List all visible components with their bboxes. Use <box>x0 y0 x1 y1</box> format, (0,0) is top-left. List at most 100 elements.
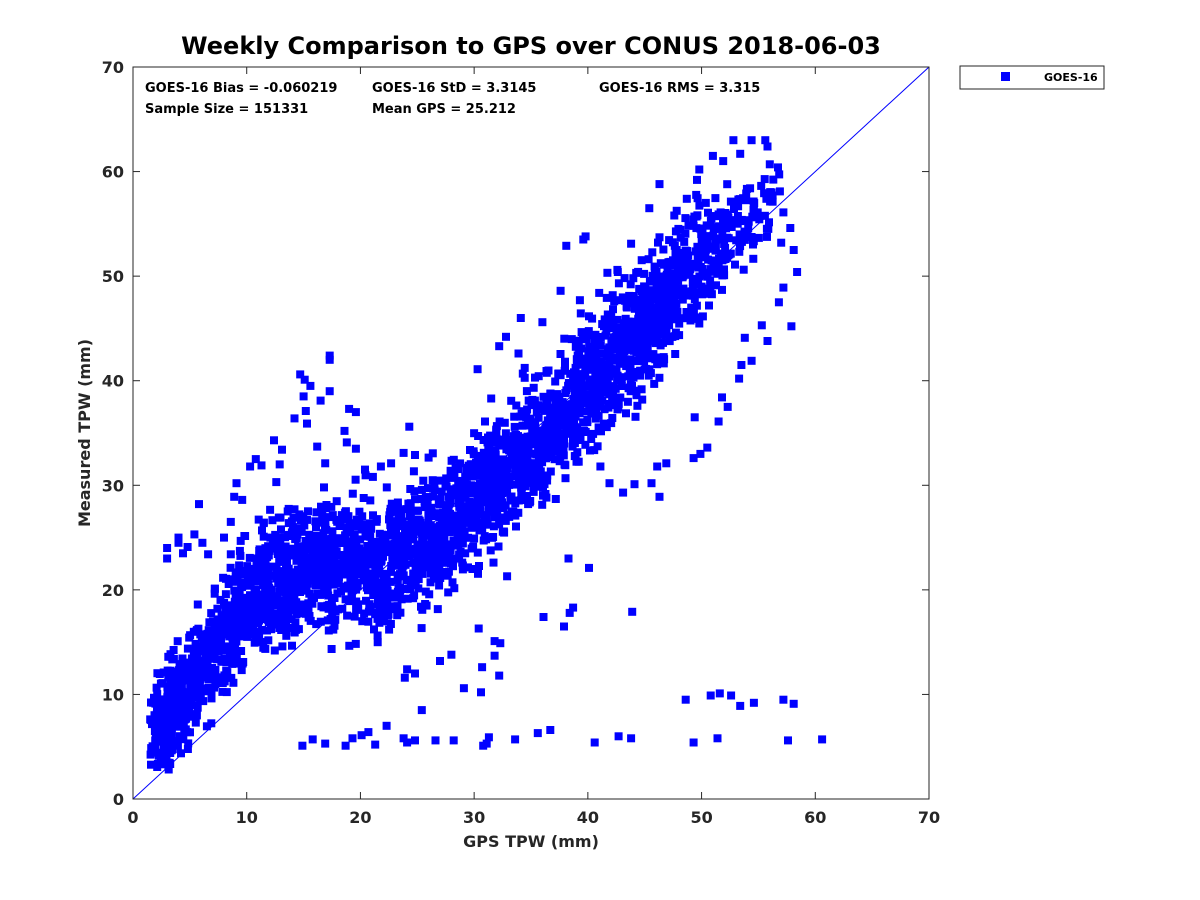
data-point <box>375 529 384 538</box>
data-point <box>526 421 534 430</box>
data-point <box>544 421 553 430</box>
data-point <box>368 545 377 554</box>
data-point <box>426 551 435 560</box>
data-point <box>201 650 210 659</box>
data-point <box>591 414 600 423</box>
data-point <box>414 519 423 528</box>
data-point <box>263 573 272 582</box>
data-point <box>486 484 495 493</box>
data-point-outlier <box>533 729 542 738</box>
data-point-outlier <box>736 149 745 158</box>
data-point <box>518 369 527 378</box>
data-point <box>626 280 635 289</box>
data-point <box>674 261 683 269</box>
data-point <box>720 271 729 280</box>
data-point-outlier <box>670 211 679 220</box>
data-point <box>406 485 415 493</box>
reference-line-1to1 <box>132 66 930 800</box>
data-point <box>562 428 571 436</box>
data-point-outlier <box>630 480 639 489</box>
data-point <box>680 290 689 299</box>
data-point-outlier <box>296 370 305 379</box>
data-point <box>629 336 638 345</box>
data-point <box>659 338 667 347</box>
data-point <box>374 546 383 555</box>
data-point <box>350 530 359 539</box>
data-point <box>740 235 749 244</box>
data-point <box>240 605 248 614</box>
data-point <box>605 354 614 363</box>
data-point <box>258 546 267 554</box>
data-point <box>300 553 309 562</box>
data-point <box>417 602 425 611</box>
data-point <box>244 581 253 590</box>
data-point <box>613 397 622 406</box>
data-point <box>175 700 184 708</box>
data-point <box>182 714 191 723</box>
data-point <box>436 574 445 582</box>
data-point <box>634 267 643 276</box>
data-point <box>744 224 753 233</box>
data-point <box>686 316 695 325</box>
data-point-outlier <box>376 462 385 471</box>
data-point <box>322 581 331 589</box>
data-point <box>264 636 273 645</box>
data-point <box>414 506 423 515</box>
data-point <box>355 517 364 526</box>
data-point-outlier <box>400 673 409 682</box>
data-point <box>372 517 381 526</box>
data-point <box>648 271 657 280</box>
data-point <box>265 546 274 555</box>
data-point-outlier <box>308 735 317 744</box>
data-point <box>636 371 644 380</box>
data-point <box>210 683 218 692</box>
data-point <box>472 458 480 467</box>
data-point <box>614 279 623 288</box>
data-point <box>474 432 483 440</box>
data-point <box>645 291 654 300</box>
data-point-outlier <box>477 688 485 697</box>
data-point <box>282 561 291 570</box>
data-point <box>542 435 551 444</box>
data-point <box>586 446 594 455</box>
data-point <box>292 573 301 582</box>
data-point <box>297 578 305 587</box>
data-point <box>248 569 257 578</box>
data-point <box>261 587 270 596</box>
data-point <box>691 313 700 322</box>
data-point-outlier <box>765 160 774 169</box>
data-point <box>489 522 498 531</box>
data-point-outlier <box>325 351 334 360</box>
data-point <box>277 525 285 534</box>
data-point <box>643 344 652 353</box>
data-point <box>597 369 606 378</box>
data-point-outlier <box>179 549 187 558</box>
data-point <box>243 632 252 641</box>
data-point <box>711 194 720 203</box>
data-point <box>403 523 412 532</box>
data-point <box>327 598 336 607</box>
data-point <box>616 373 625 382</box>
data-point <box>390 593 398 602</box>
data-point <box>686 265 695 274</box>
data-point <box>259 643 268 652</box>
data-point <box>163 693 172 702</box>
data-point <box>659 359 668 368</box>
data-point <box>633 401 642 410</box>
data-point-outlier <box>482 739 491 748</box>
data-point <box>689 308 698 317</box>
data-point <box>742 196 750 205</box>
data-point <box>379 552 387 561</box>
data-point <box>667 332 675 341</box>
data-point <box>346 577 355 586</box>
data-point <box>574 457 583 466</box>
data-point <box>665 321 674 330</box>
data-point <box>473 492 482 501</box>
sample-size-stat: Sample Size = 151331 <box>145 102 308 117</box>
data-point <box>306 565 315 574</box>
data-point <box>233 619 242 628</box>
data-point <box>429 492 437 501</box>
data-point <box>281 533 289 542</box>
data-point-outlier <box>283 507 292 516</box>
data-point <box>396 583 405 592</box>
